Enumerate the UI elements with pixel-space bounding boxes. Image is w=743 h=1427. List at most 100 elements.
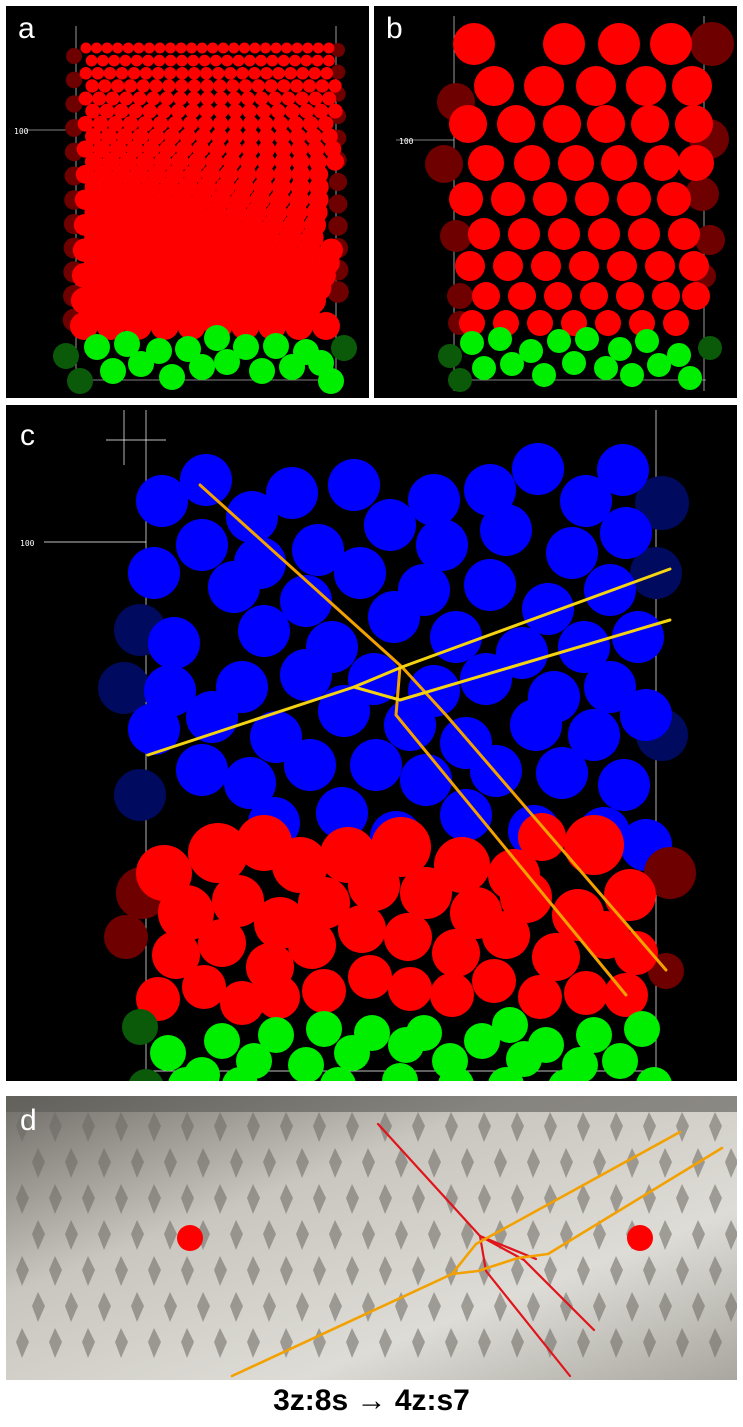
dark-green-particle bbox=[53, 343, 79, 369]
red-particle bbox=[197, 116, 214, 132]
blue-particle bbox=[522, 583, 574, 635]
imprint-mark bbox=[148, 1184, 161, 1214]
imprint-mark bbox=[296, 1220, 309, 1250]
imprint-mark bbox=[428, 1220, 441, 1250]
imprint-mark bbox=[544, 1112, 557, 1142]
red-particle bbox=[130, 54, 143, 67]
red-particle bbox=[187, 54, 200, 67]
red-particle bbox=[312, 42, 324, 54]
red-particle bbox=[151, 67, 165, 80]
boundary-particle bbox=[327, 281, 349, 303]
red-particle bbox=[199, 67, 213, 80]
red-particle bbox=[672, 66, 712, 106]
green-particle bbox=[114, 331, 140, 357]
red-particle bbox=[338, 905, 386, 953]
imprint-mark bbox=[478, 1112, 491, 1142]
red-particle bbox=[92, 91, 107, 106]
imprint-mark bbox=[164, 1148, 177, 1178]
boundary-particle bbox=[685, 177, 719, 211]
red-particle bbox=[575, 182, 609, 216]
red-particle bbox=[518, 813, 566, 861]
red-particle bbox=[544, 282, 572, 310]
imprint-mark bbox=[115, 1184, 128, 1214]
imprint-mark bbox=[379, 1328, 392, 1358]
imprint-mark bbox=[445, 1328, 458, 1358]
blue-particle bbox=[597, 444, 649, 496]
red-particle bbox=[182, 116, 199, 132]
red-particle bbox=[132, 128, 149, 145]
imprint-mark bbox=[379, 1184, 392, 1214]
red-particle bbox=[449, 182, 483, 216]
imprint-mark bbox=[461, 1292, 474, 1322]
imprint-mark bbox=[16, 1112, 29, 1142]
red-particle bbox=[678, 145, 714, 181]
red-particle bbox=[96, 312, 125, 340]
green-particle bbox=[678, 366, 702, 390]
imprint-mark bbox=[412, 1256, 425, 1286]
blue-particle bbox=[180, 454, 232, 506]
red-particle bbox=[77, 116, 94, 132]
blue-particle bbox=[620, 689, 672, 741]
imprint-mark bbox=[494, 1292, 507, 1322]
figure-caption: 3z:8s → 4z:s7 bbox=[273, 1384, 470, 1417]
fault-line-yellow bbox=[352, 618, 672, 702]
imprint-mark bbox=[131, 1292, 144, 1322]
green-particle bbox=[647, 353, 671, 377]
red-particle bbox=[156, 103, 172, 119]
imprint-mark bbox=[511, 1256, 524, 1286]
red-particle bbox=[79, 67, 93, 80]
imprint-mark bbox=[49, 1184, 62, 1214]
red-particle bbox=[199, 103, 215, 119]
red-particle bbox=[198, 54, 211, 67]
imprint-mark bbox=[280, 1256, 293, 1286]
imprint-mark bbox=[115, 1328, 128, 1358]
blue-particle bbox=[292, 524, 344, 576]
boundary-particle bbox=[330, 64, 346, 80]
imprint-mark bbox=[148, 1112, 161, 1142]
panel-d-photo: d bbox=[6, 1096, 737, 1380]
imprint-mark bbox=[346, 1112, 359, 1142]
green-particle bbox=[620, 363, 644, 387]
red-particle bbox=[256, 103, 272, 119]
blue-particle bbox=[280, 649, 332, 701]
green-particle bbox=[488, 327, 512, 351]
dark-green-particle bbox=[129, 1069, 163, 1081]
blue-particle bbox=[368, 591, 420, 643]
green-particle bbox=[84, 334, 110, 360]
red-particle bbox=[679, 251, 709, 281]
red-particle bbox=[170, 103, 186, 119]
red-particle bbox=[645, 251, 675, 281]
red-particle bbox=[227, 116, 244, 132]
imprint-mark bbox=[82, 1256, 95, 1286]
red-particle bbox=[289, 128, 307, 145]
red-particle bbox=[176, 54, 188, 67]
dark-green-particle bbox=[448, 368, 472, 392]
boundary-particle bbox=[98, 662, 150, 714]
red-particle bbox=[628, 218, 660, 250]
imprint-mark bbox=[593, 1220, 606, 1250]
boundary-particle bbox=[114, 769, 166, 821]
red-particle bbox=[238, 42, 250, 54]
boundary-particle bbox=[65, 71, 83, 89]
imprint-mark bbox=[610, 1256, 623, 1286]
red-particle bbox=[532, 933, 580, 981]
red-particle bbox=[497, 105, 535, 143]
panel-a-particles bbox=[26, 26, 357, 394]
red-particle bbox=[518, 975, 562, 1019]
imprint-mark bbox=[659, 1292, 672, 1322]
red-particle bbox=[255, 54, 267, 67]
red-particle bbox=[257, 116, 274, 132]
imprint-mark bbox=[676, 1184, 689, 1214]
red-particle bbox=[224, 67, 237, 80]
imprint-mark bbox=[49, 1112, 62, 1142]
red-particle bbox=[564, 815, 624, 875]
imprint-mark bbox=[313, 1184, 326, 1214]
red-particle bbox=[508, 282, 536, 310]
imprint-mark bbox=[725, 1148, 737, 1178]
blue-particle bbox=[316, 787, 368, 839]
green-particle bbox=[150, 1035, 186, 1071]
boundary-particle bbox=[695, 225, 725, 255]
red-particle bbox=[644, 145, 680, 181]
blue-particle bbox=[136, 475, 188, 527]
imprint-mark bbox=[527, 1220, 540, 1250]
